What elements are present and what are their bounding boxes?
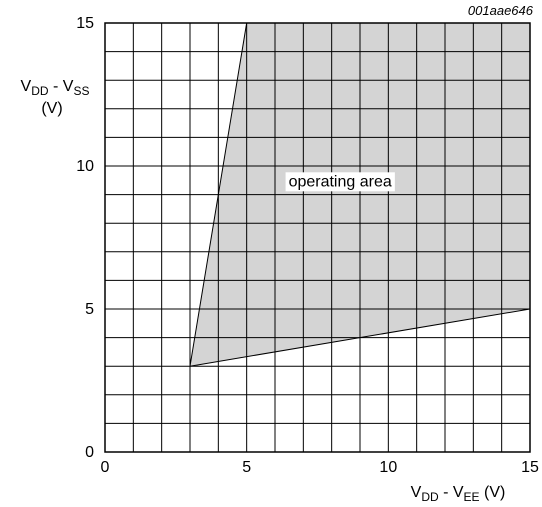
annotation-background: [285, 172, 395, 192]
figure-code: 001aae646: [468, 3, 534, 18]
y-tick-label-10: 10: [76, 158, 94, 175]
y-axis-unit: (V): [41, 100, 62, 117]
x-tick-label-10: 10: [379, 459, 397, 476]
tick-layer: 0 5 10 15 0 5 10 15: [76, 15, 539, 476]
region-boundary-bottom: [189, 308, 531, 367]
grid-layer: [104, 22, 531, 453]
operating-area-label: operating area: [289, 173, 392, 190]
plot-frame: [104, 22, 531, 453]
y-axis-label: VDD - VSS: [21, 78, 90, 98]
x-tick-label-15: 15: [521, 459, 539, 476]
y-tick-label-5: 5: [85, 301, 94, 318]
x-tick-label-5: 5: [242, 459, 251, 476]
x-tick-label-0: 0: [101, 459, 110, 476]
edge-layer: [189, 22, 531, 367]
y-tick-label-15: 15: [76, 15, 94, 32]
x-axis-label: VDD - VEE (V): [411, 484, 506, 504]
y-tick-label-0: 0: [85, 444, 94, 461]
region-boundary-left: [189, 22, 248, 367]
